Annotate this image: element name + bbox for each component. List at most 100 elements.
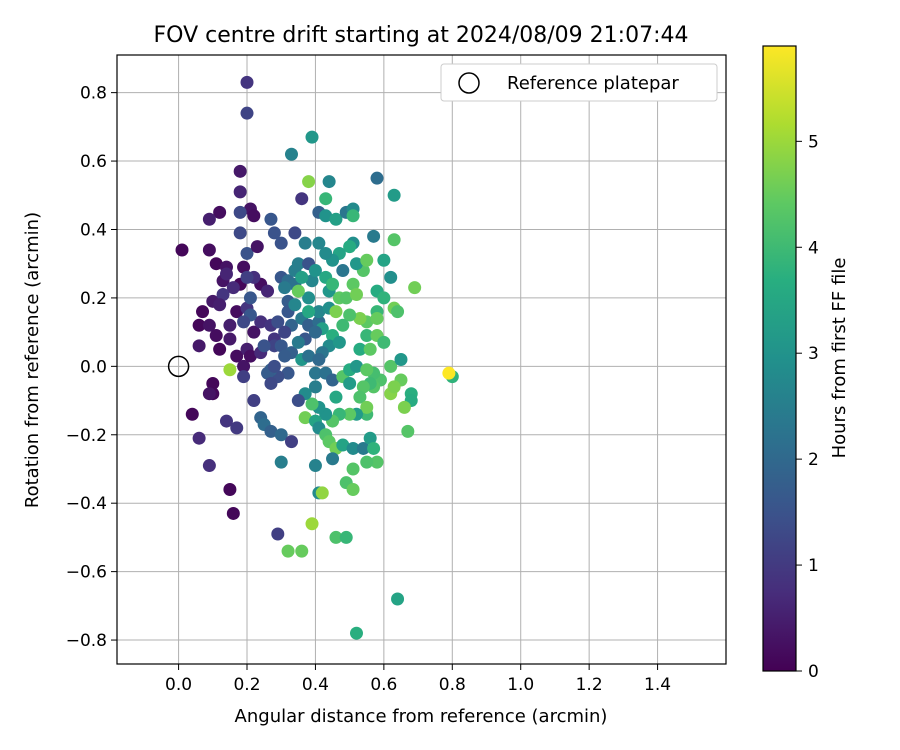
x-tick-label: 0.4 — [302, 675, 329, 695]
legend-box — [440, 63, 718, 102]
data-point — [230, 421, 244, 435]
data-point — [274, 339, 288, 353]
data-point — [243, 291, 257, 305]
colorbar-tick-label: 4 — [808, 238, 819, 258]
data-point — [308, 366, 322, 380]
legend: Reference platepar — [440, 63, 718, 102]
data-point — [226, 506, 240, 520]
data-point — [295, 544, 309, 558]
data-point — [408, 281, 422, 295]
data-point — [377, 335, 391, 349]
x-axis-ticks: 0.0 0.2 0.4 0.6 0.8 1.0 1.2 1.4 — [165, 664, 671, 695]
data-point — [360, 253, 374, 267]
data-point — [302, 349, 316, 363]
data-point — [360, 455, 374, 469]
data-point — [302, 175, 316, 189]
data-point — [219, 267, 233, 281]
data-point — [278, 349, 292, 363]
data-point — [363, 431, 377, 445]
data-point — [322, 175, 336, 189]
data-point — [308, 459, 322, 473]
colorbar-tick-label: 3 — [808, 344, 819, 364]
data-point — [247, 209, 261, 223]
data-point — [343, 407, 357, 421]
data-point — [326, 277, 340, 291]
x-tick-label: 1.0 — [507, 675, 534, 695]
data-point — [349, 359, 363, 373]
data-point — [295, 270, 309, 284]
data-point — [349, 626, 363, 640]
data-point — [346, 441, 360, 455]
data-point — [237, 370, 251, 384]
data-point — [336, 318, 350, 332]
data-point — [349, 287, 363, 301]
data-point — [397, 400, 411, 414]
data-point — [305, 517, 319, 531]
data-point — [175, 243, 189, 257]
data-point — [284, 435, 298, 449]
data-point — [336, 438, 350, 452]
data-point — [360, 400, 374, 414]
data-point — [250, 240, 264, 254]
data-point — [326, 452, 340, 466]
data-point — [254, 315, 268, 329]
data-point — [329, 530, 343, 544]
data-point — [233, 164, 247, 178]
data-point — [206, 376, 220, 390]
data-point — [391, 305, 405, 319]
data-point — [319, 192, 333, 206]
data-point — [240, 270, 254, 284]
data-point — [391, 592, 405, 606]
data-point — [332, 335, 346, 349]
data-point — [288, 226, 302, 240]
data-point — [349, 257, 363, 271]
data-point — [281, 544, 295, 558]
data-point — [339, 291, 353, 305]
data-point — [384, 270, 398, 284]
data-point — [274, 455, 288, 469]
data-point — [213, 205, 227, 219]
data-point — [305, 397, 319, 411]
data-point — [346, 483, 360, 497]
colorbar-label: Hours from first FF file — [829, 258, 850, 459]
data-point — [387, 380, 401, 394]
y-tick-label: 0.4 — [80, 220, 107, 240]
data-point — [319, 209, 333, 223]
data-point — [237, 315, 251, 329]
data-point — [230, 349, 244, 363]
x-tick-label: 0.8 — [439, 675, 466, 695]
data-point — [274, 428, 288, 442]
x-tick-label: 1.2 — [576, 675, 603, 695]
data-point — [329, 305, 343, 319]
plot-frame — [116, 54, 727, 665]
data-point — [353, 390, 367, 404]
data-point — [267, 359, 281, 373]
data-point — [302, 291, 316, 305]
data-point — [291, 284, 305, 298]
data-point — [237, 260, 251, 274]
data-point — [312, 236, 326, 250]
data-point — [305, 274, 319, 288]
data-point — [213, 342, 227, 356]
data-point — [247, 394, 261, 408]
x-tick-label: 0.2 — [233, 675, 260, 695]
data-point — [223, 363, 237, 377]
data-point — [302, 305, 316, 319]
data-point — [278, 281, 292, 295]
reference-point-marker — [167, 355, 190, 378]
colorbar-gradient — [762, 45, 797, 672]
data-point — [264, 212, 278, 226]
data-point — [271, 315, 285, 329]
data-point — [284, 147, 298, 161]
data-point — [291, 394, 305, 408]
data-point — [308, 380, 322, 394]
data-point — [226, 281, 240, 295]
data-point — [326, 373, 340, 387]
colorbar-tick-label: 5 — [808, 132, 819, 152]
y-axis-label: Rotation from reference (arcmin) — [22, 212, 43, 508]
data-point — [384, 359, 398, 373]
y-tick-label: 0.2 — [80, 289, 107, 309]
data-point — [185, 407, 199, 421]
data-point — [233, 226, 247, 240]
colorbar-tick-label: 2 — [808, 450, 819, 470]
